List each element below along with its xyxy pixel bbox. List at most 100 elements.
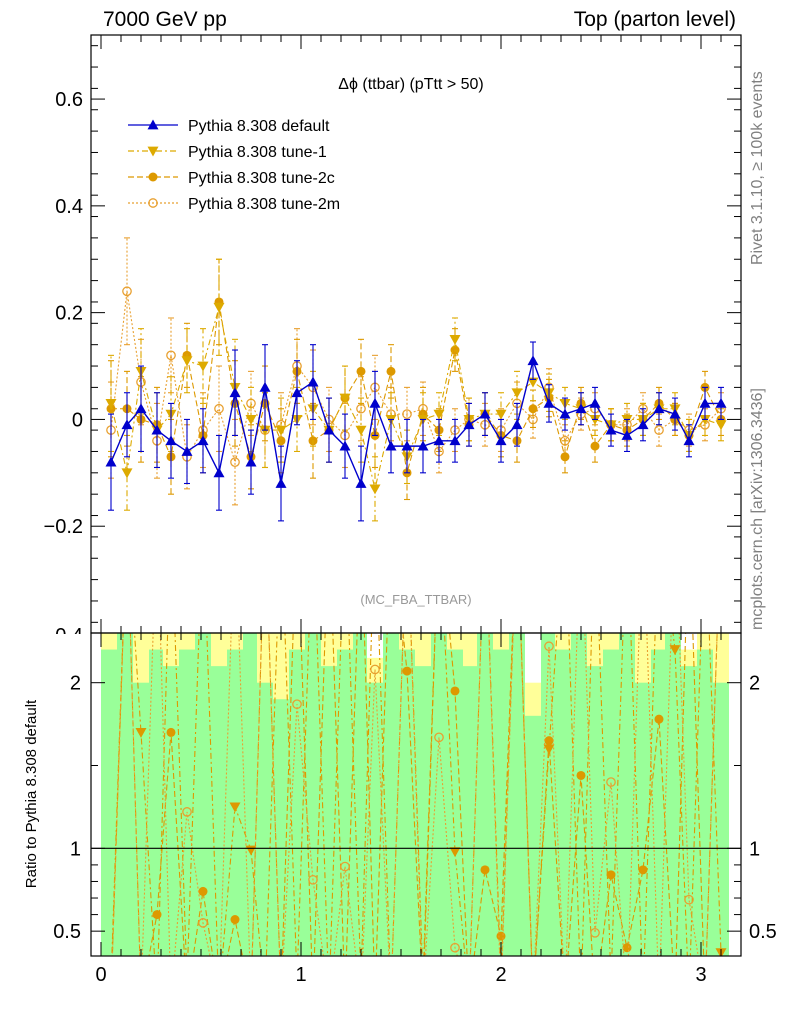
data-point: [339, 440, 351, 451]
legend-entry: Pythia 8.308 tune-2c: [128, 170, 335, 187]
data-point: [575, 403, 587, 414]
ratio-inner-band: [257, 682, 273, 956]
legend-marker: [147, 119, 159, 130]
ratio-line: [111, 633, 718, 956]
label-mask: [30, 634, 90, 648]
ratio-point: [684, 894, 694, 905]
ratio-point: [308, 874, 318, 885]
ratio-point: [496, 931, 506, 941]
series-1: [105, 258, 727, 522]
ratio-point: [606, 870, 616, 880]
ratio-inner-band: [541, 633, 555, 956]
legend-label: Pythia 8.308 tune-2m: [188, 196, 340, 213]
ratio-inner-band: [651, 649, 665, 956]
data-point: [369, 397, 381, 408]
data-point: [245, 415, 257, 425]
ratio-inner-band: [509, 633, 525, 956]
ratio-point: [480, 865, 490, 875]
data-point: [369, 484, 381, 495]
ratio-point: [230, 915, 240, 925]
ratio-inner-band: [337, 649, 353, 956]
legend: Pythia 8.308 default Pythia 8.308 tune-1 P…: [128, 118, 340, 213]
data-point: [355, 478, 367, 488]
ratio-inner-band: [463, 666, 477, 956]
ratio-inner-band: [149, 649, 163, 956]
ratio-point: [544, 736, 554, 746]
ratio-inner-band: [195, 633, 211, 956]
ratio-point: [669, 645, 681, 656]
legend-marker: [148, 198, 158, 208]
legend-entry: Pythia 8.308 tune-2m: [128, 196, 340, 213]
data-point: [166, 350, 176, 361]
ratio-inner-band: [713, 682, 729, 956]
data-point: [699, 397, 711, 408]
data-point: [511, 419, 523, 430]
data-point: [495, 409, 507, 420]
data-point: [559, 408, 571, 419]
y-tick-label: 0.6: [55, 89, 83, 111]
ratio-point: [622, 943, 632, 953]
legend-marker: [148, 172, 158, 182]
ratio-inner-band: [101, 649, 117, 956]
ratio-y-tick-label-right: 0.5: [749, 921, 777, 943]
data-point: [433, 409, 445, 420]
data-point: [122, 286, 132, 297]
data-point: [135, 403, 147, 414]
data-point: [339, 393, 351, 404]
data-point: [356, 366, 366, 376]
data-point: [699, 415, 711, 425]
legend-label: Pythia 8.308 tune-2c: [188, 170, 335, 187]
header-left: 7000 GeV pp: [103, 8, 227, 31]
legend-marker: [147, 146, 159, 157]
data-point: [105, 399, 117, 409]
ratio-inner-band: [525, 715, 541, 956]
data-point: [402, 409, 412, 419]
data-point: [386, 366, 396, 376]
data-point: [560, 452, 570, 462]
side-label-upper: Rivet 3.1.10, ≥ 100k events: [749, 71, 766, 265]
x-tick-label: 1: [295, 964, 306, 986]
y-tick-label: −0.2: [44, 516, 83, 538]
data-point: [275, 425, 287, 436]
ratio-point: [198, 918, 208, 928]
ratio-point: [638, 865, 648, 875]
series-line: [111, 301, 722, 473]
ratio-point: [590, 927, 600, 938]
x-tick-label: 2: [495, 964, 506, 986]
ratio-point: [654, 714, 664, 724]
ratio-inner-band: [399, 649, 415, 956]
ratio-point: [606, 777, 616, 787]
data-point: [214, 403, 224, 414]
ratio-inner-band: [133, 682, 149, 956]
side-label-lower: mcplots.cern.ch [arXiv:1306.3436]: [749, 388, 766, 630]
legend-entry: Pythia 8.308 default: [128, 118, 330, 135]
series-0: [105, 341, 727, 522]
ratio-inner-band: [619, 633, 635, 956]
main-title: Δϕ (ttbar) (pTtt > 50): [338, 76, 483, 93]
data-point: [275, 478, 287, 488]
ratio-line: [111, 633, 718, 956]
ratio-inner-band: [383, 633, 399, 956]
main-series-group: [105, 237, 727, 522]
ratio-inner-band: [321, 666, 337, 956]
ratio-point: [449, 847, 461, 858]
ratio-uncertainty-bands: [101, 633, 729, 956]
data-point: [151, 424, 163, 435]
y-tick-label: 0.2: [55, 303, 83, 325]
data-point: [259, 381, 271, 392]
series-line: [110, 307, 722, 489]
legend-label: Pythia 8.308 tune-1: [188, 144, 327, 161]
ratio-y-tick-label: 0.5: [53, 921, 81, 943]
legend-entry: Pythia 8.308 tune-1: [128, 144, 327, 161]
ratio-point: [340, 861, 350, 872]
data-point: [528, 404, 538, 414]
data-point: [121, 468, 133, 479]
data-point: [495, 435, 507, 446]
ratio-y-tick-label: 2: [70, 673, 81, 695]
header-right: Top (parton level): [574, 8, 736, 31]
ratio-inner-band: [431, 633, 447, 956]
data-point: [197, 435, 209, 446]
data-point: [105, 456, 117, 467]
y-tick-label: 0.4: [55, 196, 83, 218]
